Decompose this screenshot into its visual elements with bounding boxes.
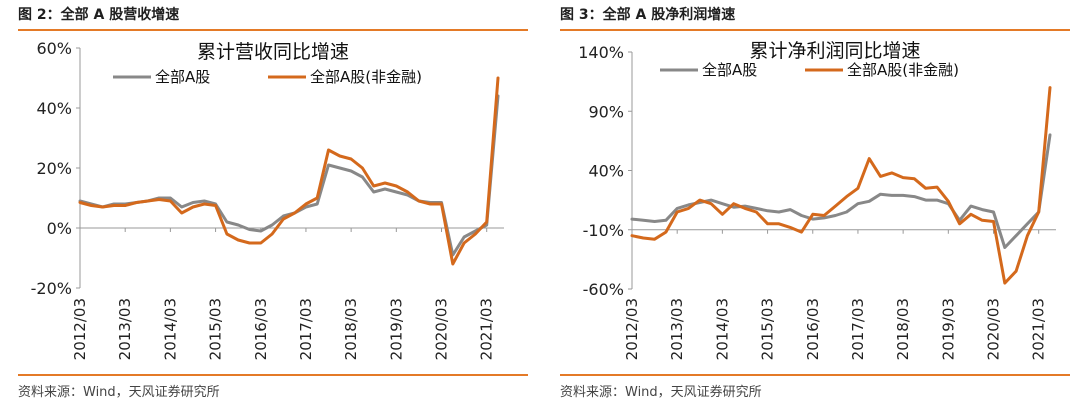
series-line-nonfinancial xyxy=(630,86,1052,285)
y-tick-label: -20% xyxy=(31,279,72,298)
y-tick-label: 40% xyxy=(588,162,624,181)
y-tick-label: 0% xyxy=(47,219,72,238)
x-tick-label: 2019/03 xyxy=(387,298,405,360)
series-line-nonfinancial xyxy=(78,76,500,266)
source-note: 资料来源：Wind，天风证券研究所 xyxy=(560,385,762,400)
x-tick-label: 2017/03 xyxy=(297,298,315,360)
legend-label: 全部A股(非金融) xyxy=(847,61,959,79)
series-line-total xyxy=(630,133,1052,249)
x-tick-label: 2021/03 xyxy=(1030,298,1048,360)
source-note: 资料来源：Wind，天风证券研究所 xyxy=(18,385,220,400)
y-tick-label: -10% xyxy=(583,221,624,240)
x-tick-label: 2015/03 xyxy=(207,298,225,360)
y-tick-label: 40% xyxy=(36,99,72,118)
x-tick-label: 2016/03 xyxy=(252,298,270,360)
chart-title: 累计营收同比增速 xyxy=(197,41,349,63)
top-rule xyxy=(18,29,528,31)
x-tick-label: 2012/03 xyxy=(623,298,641,360)
bottom-rule xyxy=(560,374,1070,376)
x-tick-label: 2014/03 xyxy=(161,298,179,360)
x-tick-label: 2013/03 xyxy=(116,298,134,360)
legend-label: 全部A股 xyxy=(155,68,210,86)
top-rule xyxy=(560,29,1070,31)
x-tick-label: 2012/03 xyxy=(71,298,89,360)
x-tick-label: 2021/03 xyxy=(478,298,496,360)
x-tick-label: 2019/03 xyxy=(939,298,957,360)
x-tick-label: 2018/03 xyxy=(894,298,912,360)
chart-title: 累计净利润同比增速 xyxy=(749,40,920,62)
y-tick-label: 90% xyxy=(588,102,624,121)
x-tick-label: 2020/03 xyxy=(433,298,451,360)
x-tick-label: 2018/03 xyxy=(342,298,360,360)
series-line-total xyxy=(78,94,500,257)
legend-label: 全部A股 xyxy=(702,61,757,79)
y-tick-label: 20% xyxy=(36,159,72,178)
x-tick-label: 2014/03 xyxy=(713,298,731,360)
revenue-growth-panel: 图 2：全部 A 股营收增速 -20% 0% 20% 40% 60% 2012/03 201… xyxy=(18,0,538,408)
bottom-rule xyxy=(18,374,528,376)
legend-label: 全部A股(非金融) xyxy=(310,68,422,86)
revenue-growth-chart: -20% 0% 20% 40% 60% 2012/03 2013/03 2014/03 2015… xyxy=(31,39,504,360)
x-tick-label: 2017/03 xyxy=(849,298,867,360)
profit-growth-panel: 图 3：全部 A 股净利润增速 -60% -10% 40% 90% 140% 2012/0… xyxy=(560,0,1080,408)
x-tick-label: 2020/03 xyxy=(985,298,1003,360)
y-tick-label: 140% xyxy=(578,43,624,62)
x-tick-label: 2013/03 xyxy=(668,298,686,360)
figure-caption: 图 2：全部 A 股营收增速 xyxy=(18,7,180,23)
y-tick-label: -60% xyxy=(583,280,624,299)
x-tick-label: 2016/03 xyxy=(804,298,822,360)
y-tick-label: 60% xyxy=(36,39,72,58)
profit-growth-chart: -60% -10% 40% 90% 140% 2012/03 2013/03 2014/03 2… xyxy=(578,40,1056,360)
figure-caption: 图 3：全部 A 股净利润增速 xyxy=(560,7,736,23)
x-tick-label: 2015/03 xyxy=(759,298,777,360)
